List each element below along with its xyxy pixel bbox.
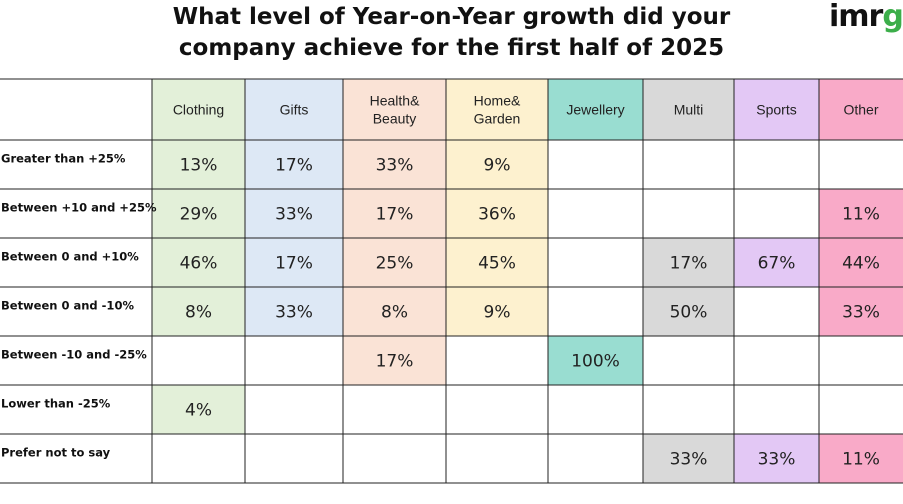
value-cell <box>245 140 343 189</box>
column-header-cell <box>446 79 548 140</box>
value-label: 44% <box>842 254 880 274</box>
value-cell <box>245 189 343 238</box>
value-label: 11% <box>842 205 880 225</box>
value-cell <box>245 287 343 336</box>
row-label: Greater than +25% <box>1 152 126 166</box>
value-cell <box>734 434 819 483</box>
title-line-1: What level of Year-on-Year growth did yo… <box>172 4 731 30</box>
value-cell <box>819 287 903 336</box>
column-header-cell <box>245 79 343 140</box>
value-label: 17% <box>670 254 708 274</box>
value-label: 8% <box>185 303 212 323</box>
column-header-label: Health& <box>370 93 420 109</box>
row-label: Between 0 and -10% <box>1 299 134 313</box>
imrg-logo: imrg <box>829 0 903 34</box>
row-label: Prefer not to say <box>1 446 111 460</box>
value-label: 9% <box>484 156 511 176</box>
column-header-label: Clothing <box>173 102 224 118</box>
column-header-cell <box>548 79 643 140</box>
row-label: Between 0 and +10% <box>1 250 139 264</box>
column-header-label: Multi <box>674 102 704 118</box>
value-label: 17% <box>376 205 414 225</box>
value-cell <box>819 434 903 483</box>
column-header-cell <box>343 79 446 140</box>
value-cell <box>152 189 245 238</box>
column-header-label: Gifts <box>280 102 309 118</box>
value-label: 45% <box>478 254 516 274</box>
value-cell <box>152 238 245 287</box>
column-header-label: Sports <box>756 102 796 118</box>
column-header-cell <box>643 79 734 140</box>
value-label: 8% <box>381 303 408 323</box>
chart-title: What level of Year-on-Year growth did yo… <box>0 2 903 64</box>
value-label: 33% <box>275 205 313 225</box>
value-label: 46% <box>180 254 218 274</box>
value-cell <box>343 336 446 385</box>
value-cell <box>343 287 446 336</box>
row-label: Between +10 and +25% <box>1 201 157 215</box>
value-label: 67% <box>758 254 796 274</box>
value-cell <box>643 434 734 483</box>
value-label: 11% <box>842 450 880 470</box>
value-label: 100% <box>571 352 620 372</box>
value-label: 17% <box>275 254 313 274</box>
value-label: 36% <box>478 205 516 225</box>
value-cell <box>152 140 245 189</box>
value-cell <box>343 140 446 189</box>
title-line-2: company achieve for the first half of 20… <box>178 35 725 61</box>
value-label: 50% <box>670 303 708 323</box>
logo-text-1: imr <box>829 0 883 34</box>
column-header-label: Home& <box>474 93 521 109</box>
value-cell <box>152 385 245 434</box>
value-cell <box>446 287 548 336</box>
value-label: 33% <box>376 156 414 176</box>
value-cell <box>446 238 548 287</box>
value-cell <box>152 287 245 336</box>
value-cell <box>343 189 446 238</box>
value-label: 9% <box>484 303 511 323</box>
row-label: Between -10 and -25% <box>1 348 147 362</box>
value-label: 25% <box>376 254 414 274</box>
value-label: 13% <box>180 156 218 176</box>
value-cell <box>446 140 548 189</box>
value-label: 29% <box>180 205 218 225</box>
column-header-label: Beauty <box>373 111 417 127</box>
value-label: 17% <box>376 352 414 372</box>
value-cell <box>643 287 734 336</box>
column-header-cell <box>152 79 245 140</box>
value-label: 4% <box>185 401 212 421</box>
column-header-label: Jewellery <box>566 102 624 118</box>
value-cell <box>643 238 734 287</box>
column-header-label: Other <box>843 102 878 118</box>
value-label: 33% <box>275 303 313 323</box>
value-label: 17% <box>275 156 313 176</box>
column-header-cell <box>734 79 819 140</box>
value-label: 33% <box>758 450 796 470</box>
column-header-cell <box>819 79 903 140</box>
row-label: Lower than -25% <box>1 397 111 411</box>
column-header-label: Garden <box>474 111 521 127</box>
value-label: 33% <box>670 450 708 470</box>
value-label: 33% <box>842 303 880 323</box>
value-cell <box>548 336 643 385</box>
value-cell <box>245 238 343 287</box>
logo-text-2: g <box>882 0 903 34</box>
value-cell <box>734 238 819 287</box>
value-cell <box>819 238 903 287</box>
value-cell <box>819 189 903 238</box>
value-cell <box>446 189 548 238</box>
value-cell <box>343 238 446 287</box>
